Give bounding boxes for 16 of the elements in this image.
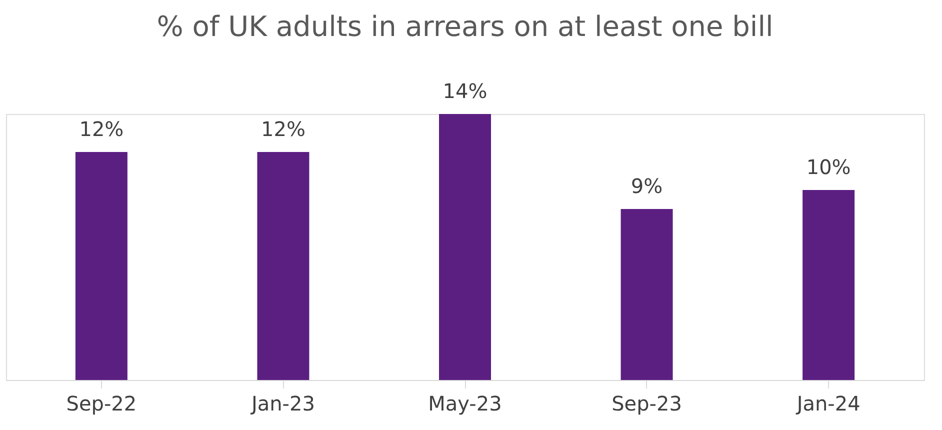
x-tick-label: Jan-24: [794, 392, 860, 416]
data-label: 12%: [79, 117, 124, 141]
chart-title: % of UK adults in arrears on at least one bill: [156, 10, 774, 43]
bar: [75, 152, 128, 380]
data-label: 10%: [806, 155, 851, 179]
x-tick-label: May-23: [428, 392, 502, 416]
data-label: 14%: [442, 79, 488, 103]
bar: [439, 114, 491, 380]
x-tick-label: Jan-23: [249, 392, 315, 416]
bar: [257, 152, 310, 380]
data-label: 12%: [260, 117, 306, 141]
x-tick-label: Sep-23: [612, 392, 682, 416]
x-tick-label: Sep-22: [66, 392, 137, 416]
data-label: 9%: [630, 174, 663, 198]
bar: [620, 209, 673, 380]
bar: [802, 190, 855, 380]
